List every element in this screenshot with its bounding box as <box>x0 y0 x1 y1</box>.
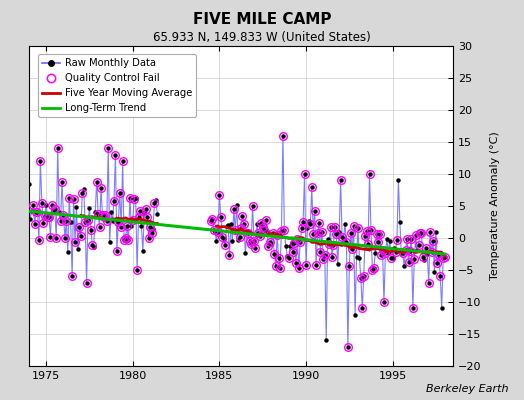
Text: Berkeley Earth: Berkeley Earth <box>426 384 508 394</box>
Text: FIVE MILE CAMP: FIVE MILE CAMP <box>193 12 331 27</box>
Y-axis label: Temperature Anomaly (°C): Temperature Anomaly (°C) <box>490 132 500 280</box>
Legend: Raw Monthly Data, Quality Control Fail, Five Year Moving Average, Long-Term Tren: Raw Monthly Data, Quality Control Fail, … <box>38 54 196 117</box>
Text: 65.933 N, 149.833 W (United States): 65.933 N, 149.833 W (United States) <box>153 31 371 44</box>
